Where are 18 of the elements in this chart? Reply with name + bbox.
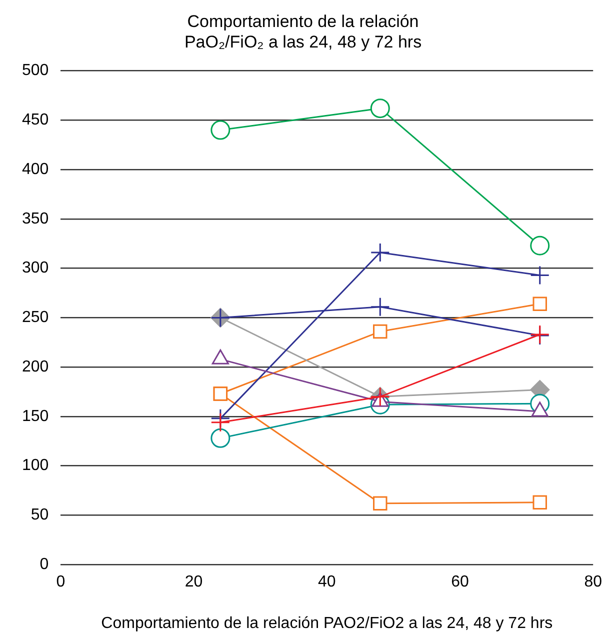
y-tick-label: 200 [22, 358, 49, 376]
y-tick-label: 100 [22, 457, 49, 474]
chart-title: Comportamiento de la relación PaO₂/FiO₂ a las 24, 48 y 72 hrs [184, 12, 422, 52]
x-tick-label: 60 [451, 574, 469, 591]
y-tick-label: 250 [22, 309, 49, 326]
y-tick-label: 50 [30, 506, 49, 524]
x-tick-label: 80 [584, 574, 602, 591]
y-tick-label: 450 [22, 112, 49, 129]
x-tick-label: 20 [184, 574, 203, 591]
y-tick-label: 300 [22, 260, 49, 277]
x-tick-label: 40 [318, 574, 336, 591]
y-tick-label: 500 [22, 62, 49, 80]
y-tick-label: 400 [22, 160, 49, 178]
y-tick-label: 0 [40, 556, 49, 574]
y-tick-label: 350 [22, 210, 49, 228]
y-tick-label: 150 [22, 408, 49, 425]
x-tick-label: 0 [56, 574, 66, 591]
x-axis-title: Comportamiento de la relación PAO2/FiO2 a las 24, 48 y 72 hrs [101, 614, 553, 632]
